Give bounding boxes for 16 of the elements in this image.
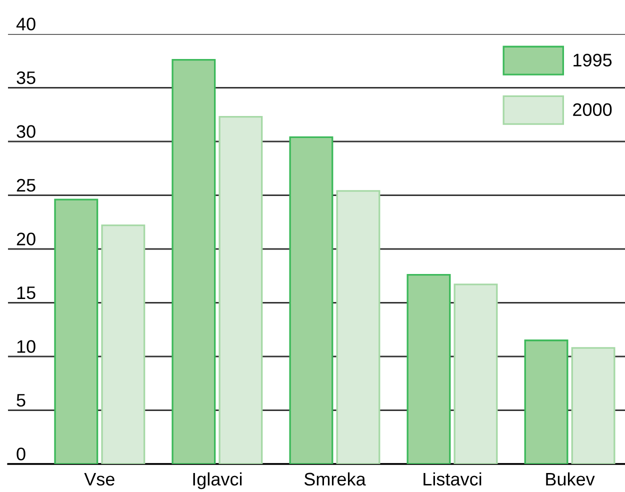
legend-label: 2000 <box>573 103 612 116</box>
legend-label: 1995 <box>574 54 612 66</box>
y-tick-label: 35 <box>16 71 36 84</box>
x-tick-label: Listavci <box>424 472 482 486</box>
y-tick-label: 40 <box>16 18 36 30</box>
y-tick-label: 0 <box>16 448 26 460</box>
y-tick-label: 15 <box>17 286 36 300</box>
x-tick-label: Bukev <box>546 472 595 486</box>
y-tick-label: 30 <box>16 125 36 138</box>
x-tick-label: Iglavci <box>193 472 242 490</box>
y-tick-label: 20 <box>16 232 36 246</box>
y-tick-label: 25 <box>16 178 36 192</box>
x-tick-label: Smreka <box>304 472 366 486</box>
y-tick-label: 10 <box>17 340 36 353</box>
x-tick-label: Vse <box>84 472 114 486</box>
y-tick-label: 5 <box>16 394 26 407</box>
